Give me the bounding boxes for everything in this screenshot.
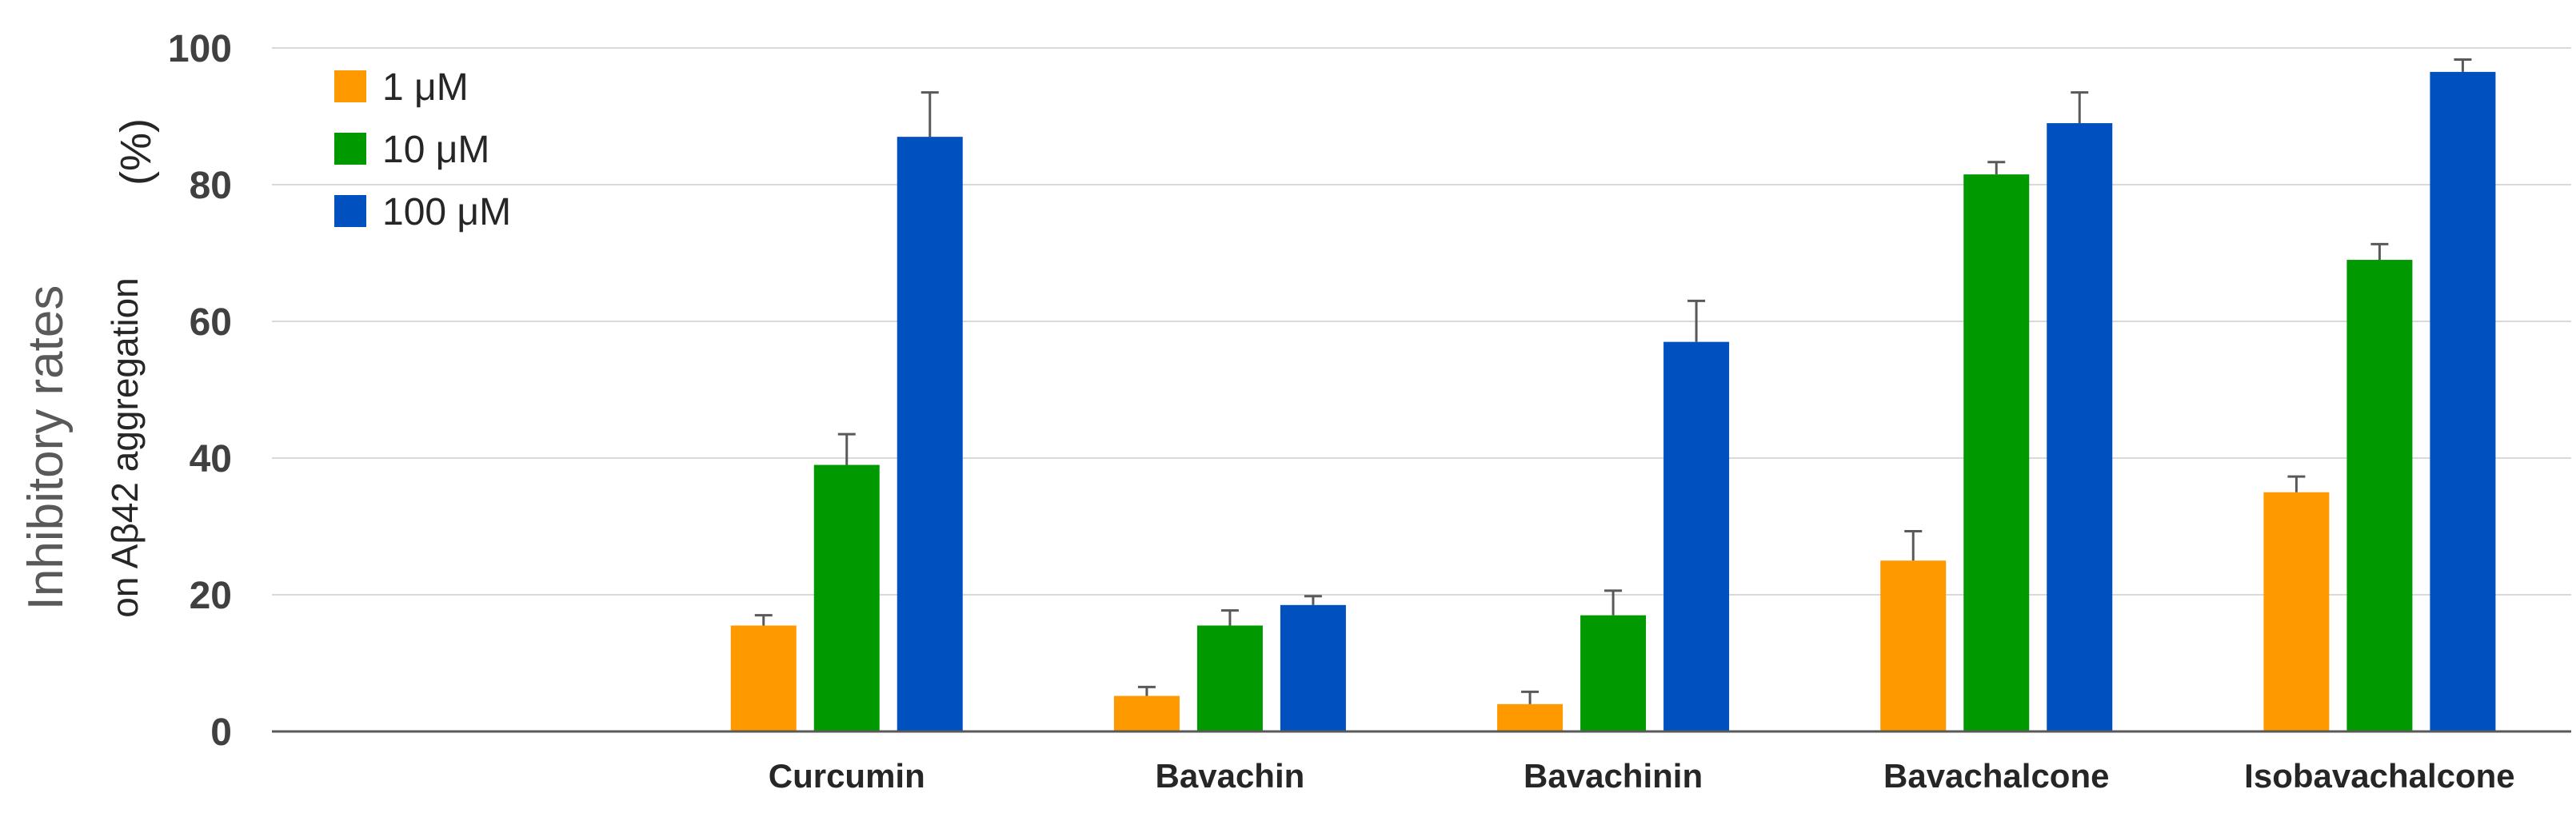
legend-label: 100 μM bbox=[382, 191, 511, 233]
bar bbox=[2047, 123, 2113, 732]
category-label: Curcumin bbox=[769, 757, 925, 795]
y-tick-label: 40 bbox=[190, 438, 232, 480]
bar bbox=[1497, 703, 1564, 731]
y-axis-label: Inhibitory rates bbox=[18, 285, 74, 611]
x-axis-categories: Curcumin Bavachin Bavachinin Bavachalcone Is… bbox=[769, 757, 2515, 795]
bar bbox=[1580, 615, 1647, 731]
legend-label: 1 μM bbox=[382, 66, 469, 109]
y-tick-label: 20 bbox=[190, 575, 232, 617]
category-label: Bavachin bbox=[1156, 757, 1305, 795]
bar bbox=[730, 625, 797, 731]
category-label: Isobavachalcone bbox=[2244, 757, 2514, 795]
gridlines bbox=[272, 47, 2571, 596]
bar bbox=[2346, 260, 2413, 731]
bar bbox=[1963, 174, 2030, 732]
bar bbox=[813, 464, 880, 731]
legend-label: 10 μM bbox=[382, 129, 489, 171]
y-tick-label: 60 bbox=[190, 301, 232, 344]
y-tick-label: 0 bbox=[210, 711, 232, 754]
legend: 1 μM 10 μM 100 μM bbox=[334, 66, 511, 233]
legend-swatch bbox=[334, 133, 366, 165]
y-tick-label: 80 bbox=[190, 165, 232, 207]
y-axis-unit: (%) bbox=[112, 118, 160, 185]
bar bbox=[1196, 625, 1263, 731]
y-tick-label: 100 bbox=[168, 28, 232, 70]
bar bbox=[1663, 341, 1730, 731]
category-label: Bavachinin bbox=[1524, 757, 1703, 795]
y-axis-sublabel: on Aβ42 aggregation bbox=[104, 277, 146, 617]
bar bbox=[1880, 560, 1947, 731]
y-axis-ticks: 0 20 40 60 80 100 bbox=[168, 28, 232, 754]
legend-swatch bbox=[334, 70, 366, 102]
legend-swatch bbox=[334, 195, 366, 227]
bar bbox=[2263, 492, 2330, 731]
category-label: Bavachalcone bbox=[1883, 757, 2109, 795]
bars bbox=[730, 71, 2496, 732]
bar bbox=[1280, 604, 1346, 731]
bar bbox=[2430, 71, 2496, 732]
bar bbox=[1113, 695, 1180, 731]
error-bars bbox=[754, 58, 2472, 704]
bar bbox=[897, 137, 963, 731]
